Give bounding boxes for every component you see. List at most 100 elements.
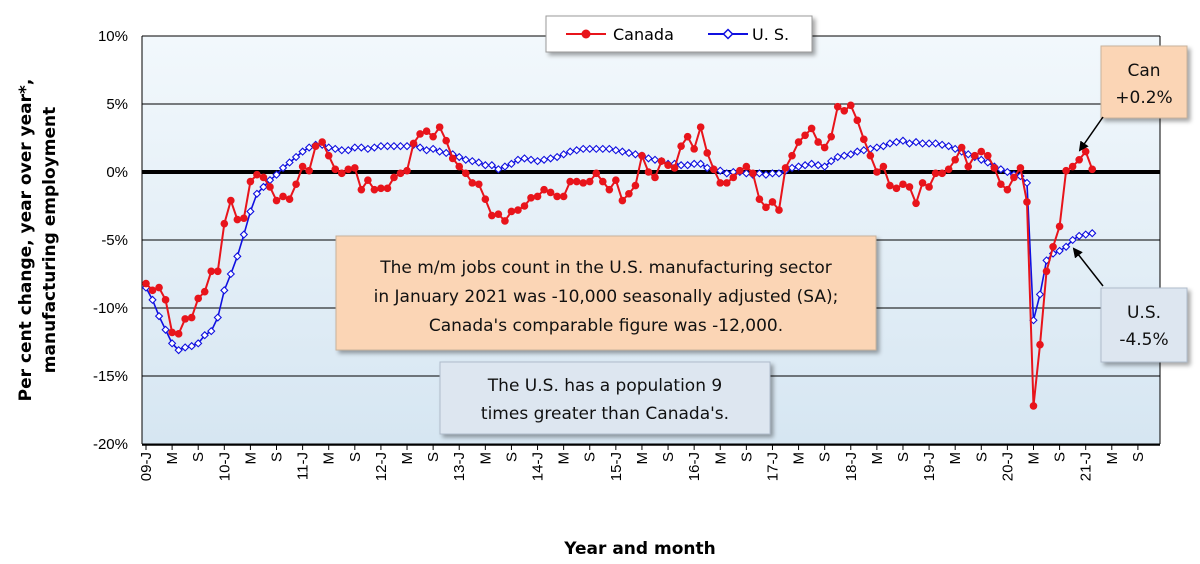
canada-point	[801, 131, 809, 140]
us-point	[996, 165, 1006, 174]
canada-point	[279, 192, 287, 201]
x-tick-label: S	[973, 452, 990, 462]
canada-point	[873, 168, 881, 176]
us-point	[572, 146, 581, 155]
us-point	[944, 141, 953, 151]
us-point	[1081, 230, 1090, 239]
x-tick-label: S	[1052, 452, 1069, 462]
us-point	[402, 141, 412, 151]
canada-point	[533, 192, 542, 201]
us-point	[833, 152, 842, 162]
us-point	[167, 339, 177, 348]
canada-point	[1068, 162, 1077, 171]
x-tick-label: S	[738, 452, 755, 462]
y-tick-labels: 10% 5% 0% -5% -10% -15% -20%	[93, 28, 128, 453]
canada-point	[775, 206, 783, 214]
us-point	[722, 169, 731, 178]
us-point	[827, 156, 836, 166]
canada-point	[181, 315, 189, 323]
x-tick-label: 15-J	[608, 452, 625, 481]
us-point	[794, 162, 803, 171]
us-point	[892, 137, 901, 147]
note-2-line-2: times greater than Canada's.	[481, 404, 729, 424]
us-point	[455, 152, 464, 162]
canada-point	[390, 173, 398, 182]
us-point	[977, 155, 986, 164]
canada-point	[964, 162, 973, 171]
canada-point	[696, 123, 705, 131]
x-tick-label: S	[660, 452, 677, 462]
us-point	[859, 146, 868, 155]
us-point	[807, 159, 816, 169]
us-point	[435, 147, 444, 156]
us-point	[618, 147, 627, 156]
canada-point	[905, 183, 914, 191]
us-point	[774, 169, 784, 178]
canada-point	[1088, 165, 1097, 174]
x-tick-label: M	[712, 452, 729, 465]
x-tick-label: M	[164, 452, 181, 465]
canada-point	[997, 180, 1005, 189]
us-point	[200, 331, 209, 340]
canada-point	[409, 139, 418, 148]
x-tick-label: M	[1104, 452, 1121, 465]
x-tick-label: S	[269, 452, 286, 462]
canada-point	[240, 214, 248, 223]
canada-point	[579, 179, 588, 187]
canada-point	[475, 180, 483, 189]
us-point	[422, 146, 431, 155]
us-point	[905, 139, 914, 148]
canada-point	[148, 286, 157, 295]
us-point	[357, 143, 366, 152]
callout-us: U.S. -4.5%	[1072, 247, 1188, 363]
canada-point	[246, 177, 255, 186]
canada-point	[1042, 267, 1051, 276]
us-point	[350, 143, 359, 152]
canada-point	[755, 195, 764, 203]
canada-point	[142, 279, 150, 288]
us-point	[879, 141, 888, 151]
series-canada	[142, 101, 1097, 410]
canada-point	[585, 177, 594, 186]
canada-point	[448, 154, 457, 163]
x-tick-label: 10-J	[216, 452, 233, 481]
us-point	[650, 155, 660, 164]
us-point	[911, 137, 921, 147]
canada-point	[396, 169, 405, 178]
us-point	[689, 159, 699, 169]
canada-point	[990, 164, 999, 172]
canada-point	[1062, 166, 1070, 175]
canada-point	[1075, 155, 1083, 164]
x-tick-label: M	[399, 452, 416, 465]
canada-point	[827, 132, 835, 141]
us-point	[161, 325, 170, 334]
canada-point	[938, 169, 946, 178]
us-point	[187, 341, 196, 351]
us-point	[272, 170, 281, 179]
canada-point	[814, 138, 822, 146]
canada-point	[638, 151, 646, 160]
y-tick-label: -20%	[93, 436, 128, 453]
us-point	[259, 182, 268, 192]
us-point	[513, 155, 523, 164]
us-point	[226, 269, 236, 279]
x-tick-label: S	[347, 452, 364, 462]
x-tick-label: M	[1025, 452, 1042, 465]
canada-point	[383, 184, 392, 193]
x-tick-label: 18-J	[843, 452, 860, 481]
canada-point	[442, 136, 450, 145]
us-point	[683, 161, 692, 170]
canada-point	[200, 287, 209, 296]
us-point	[344, 146, 353, 155]
canada-point	[220, 219, 229, 228]
canada-point	[527, 194, 535, 202]
y-tick-label: -5%	[101, 232, 128, 249]
canada-point	[1023, 198, 1031, 206]
canada-point	[324, 151, 333, 160]
us-point	[937, 140, 947, 149]
y-tick-label: 5%	[106, 96, 128, 113]
callout-us-arrow	[1072, 247, 1104, 287]
canada-point	[918, 179, 927, 187]
canada-point	[892, 184, 901, 193]
canada-point	[690, 145, 698, 153]
